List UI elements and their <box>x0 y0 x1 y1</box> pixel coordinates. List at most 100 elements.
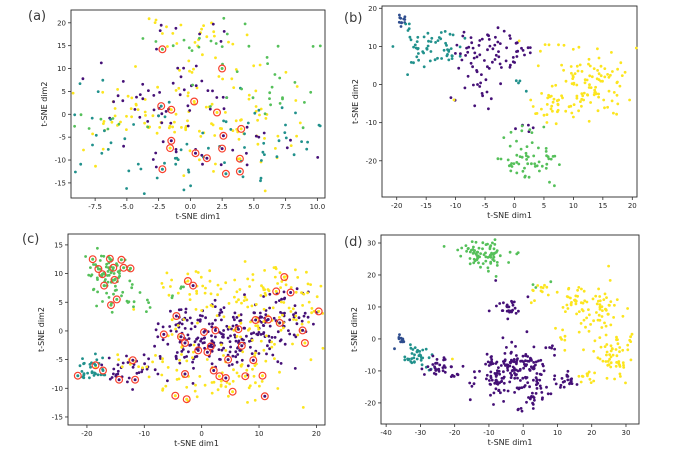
scatter-point <box>500 379 504 383</box>
scatter-point <box>610 51 613 54</box>
scatter-point <box>94 372 97 376</box>
x-axis-label: t-SNE dim1 <box>487 211 532 220</box>
scatter-point <box>393 347 396 351</box>
scatter-point <box>446 53 449 56</box>
scatter-point <box>94 133 98 137</box>
scatter-point <box>444 41 447 45</box>
scatter-point <box>278 102 282 105</box>
y-tick-label: 0 <box>59 327 63 335</box>
scatter-point <box>203 341 206 344</box>
scatter-point <box>610 99 614 103</box>
scatter-point <box>294 268 297 272</box>
scatter-point <box>619 375 622 378</box>
scatter-point <box>113 107 117 110</box>
scatter-point <box>502 400 505 403</box>
scatter-point <box>266 344 269 348</box>
scatter-point <box>544 166 548 170</box>
scatter-point <box>248 339 251 343</box>
scatter-point <box>315 295 319 299</box>
scatter-point <box>300 291 303 294</box>
scatter-point <box>110 376 114 379</box>
scatter-point <box>158 355 162 358</box>
scatter-point <box>189 184 193 188</box>
scatter-point <box>130 286 134 290</box>
scatter-point <box>468 398 472 402</box>
highlighted-scatter-point <box>217 374 221 378</box>
scatter-point <box>115 288 118 292</box>
y-tick-label: 30 <box>367 239 376 247</box>
scatter-point <box>404 22 408 26</box>
scatter-point <box>302 314 306 318</box>
highlight-ring-icon <box>98 270 107 279</box>
scatter-point <box>537 160 541 164</box>
scatter-point <box>406 29 410 32</box>
scatter-point <box>125 114 128 118</box>
scatter-point <box>577 109 580 113</box>
scatter-point <box>239 313 243 317</box>
scatter-point <box>486 242 489 246</box>
scatter-point <box>588 64 592 68</box>
highlighted-scatter-point <box>115 297 119 301</box>
scatter-point <box>533 398 536 402</box>
scatter-point <box>623 70 627 74</box>
scatter-point <box>601 79 604 83</box>
highlight-ring-icon <box>91 361 100 370</box>
scatter-point <box>162 286 165 289</box>
scatter-point <box>95 358 99 362</box>
scatter-point <box>230 363 234 366</box>
scatter-point <box>178 68 181 72</box>
scatter-point <box>190 321 194 325</box>
scatter-point <box>485 377 488 381</box>
scatter-point <box>298 121 302 125</box>
scatter-point <box>545 285 549 289</box>
highlight-ring-icon <box>300 338 309 347</box>
scatter-point <box>397 336 401 339</box>
scatter-point <box>541 396 544 400</box>
scatter-point <box>515 358 519 362</box>
scatter-point <box>246 305 250 309</box>
scatter-point <box>204 316 208 320</box>
scatter-point <box>226 336 230 340</box>
scatter-point <box>243 260 247 263</box>
scatter-point <box>562 43 566 47</box>
scatter-point <box>160 121 164 125</box>
scatter-point <box>585 300 589 304</box>
scatter-point <box>278 370 281 374</box>
highlight-ring-icon <box>218 144 227 153</box>
scatter-point <box>279 300 283 304</box>
scatter-point <box>279 362 283 365</box>
scatter-point <box>554 122 558 126</box>
scatter-point <box>153 344 157 348</box>
scatter-point <box>193 340 197 344</box>
highlighted-scatter-point <box>263 394 267 398</box>
scatter-point <box>176 324 180 327</box>
scatter-point <box>555 290 559 294</box>
scatter-point <box>252 331 256 335</box>
scatter-point <box>609 300 613 303</box>
scatter-point <box>606 105 609 109</box>
x-tick-label: 30 <box>622 429 631 437</box>
scatter-point <box>252 374 256 378</box>
scatter-point <box>263 269 266 272</box>
scatter-point <box>265 56 269 59</box>
scatter-point <box>594 294 598 298</box>
scatter-point <box>539 289 543 293</box>
scatter-point <box>502 388 506 392</box>
scatter-point <box>403 15 407 19</box>
highlighted-scatter-point <box>183 341 187 345</box>
scatter-point <box>231 354 235 358</box>
scatter-point <box>526 381 530 384</box>
scatter-point <box>408 35 412 39</box>
highlight-ring-icon <box>260 392 269 401</box>
highlighted-scatter-point <box>194 151 197 155</box>
scatter-point <box>584 325 587 329</box>
highlighted-scatter-point <box>173 394 177 398</box>
scatter-point <box>553 347 556 351</box>
scatter-point <box>608 304 611 307</box>
scatter-point <box>609 365 613 369</box>
scatter-point <box>622 366 626 369</box>
scatter-point <box>268 347 271 351</box>
scatter-point <box>572 115 575 119</box>
scatter-point <box>228 340 232 343</box>
scatter-point <box>205 358 209 361</box>
